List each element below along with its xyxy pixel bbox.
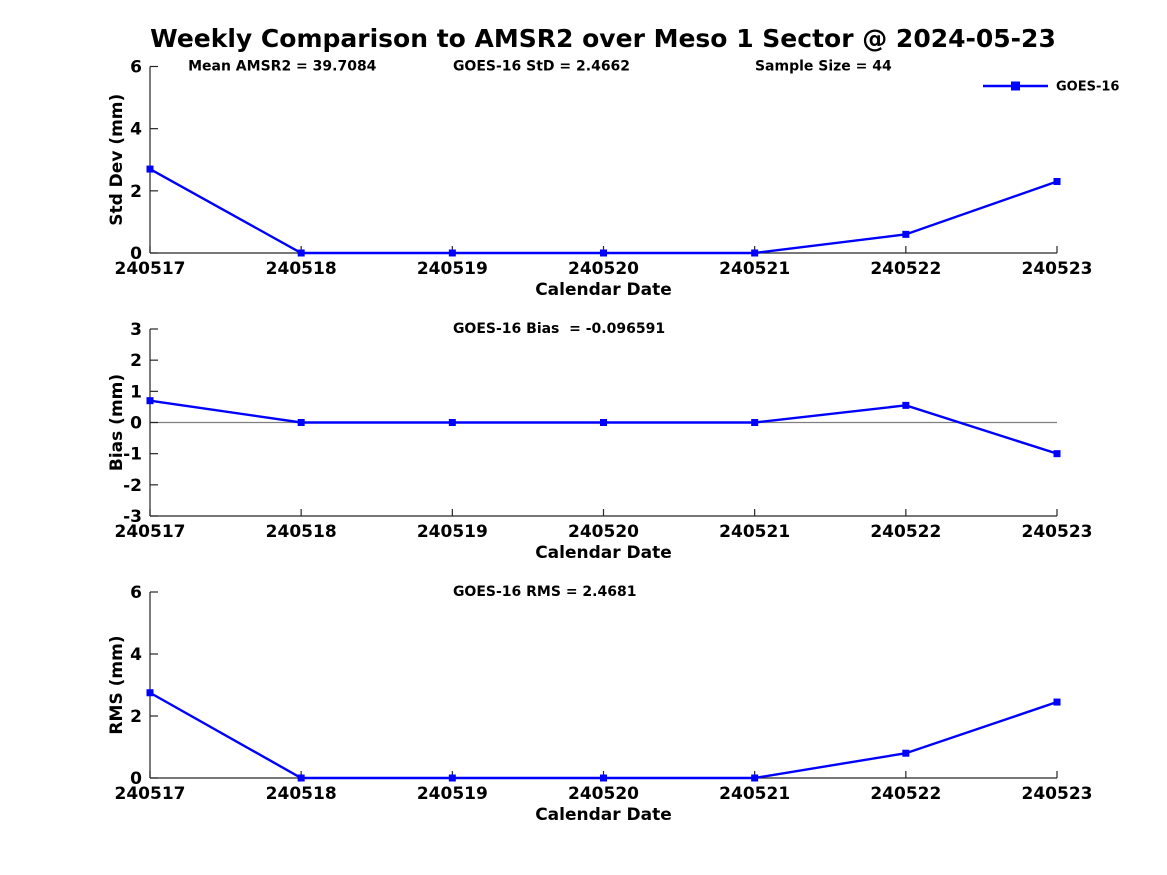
annotation: Sample Size = 44 (755, 59, 892, 75)
series-line-goes-16 (149, 691, 1058, 780)
x-tick-label: 240517 (115, 259, 186, 279)
data-point-marker (902, 749, 910, 757)
y-tick-label: 4 (130, 645, 142, 665)
annotation: GOES-16 RMS = 2.4681 (453, 584, 637, 600)
x-axis-title: Calendar Date (535, 805, 672, 825)
y-tick-label: 2 (130, 182, 142, 202)
x-tick-label: 240522 (870, 522, 941, 542)
x-tick-label: 240517 (115, 784, 186, 804)
data-point-marker (448, 774, 456, 782)
data-point-marker (1053, 178, 1061, 186)
data-point-marker (297, 249, 305, 257)
data-point-marker (297, 774, 305, 782)
y-tick-label: 0 (130, 244, 142, 264)
x-tick-label: 240520 (568, 259, 639, 279)
x-tick-label: 240523 (1022, 259, 1093, 279)
data-point-marker (751, 249, 759, 257)
subplots: 240517 240518 240519 240520 240521 240522 2405… (107, 58, 1092, 826)
x-tick-label: 240518 (266, 522, 337, 542)
data-point-marker (297, 419, 305, 426)
y-tick-label: 6 (130, 58, 142, 78)
y-tick-label: -2 (123, 476, 142, 496)
x-tick-label: 240518 (266, 259, 337, 279)
x-tick-label: 240519 (417, 784, 488, 804)
data-point-marker (600, 774, 607, 782)
data-point-marker (146, 397, 154, 405)
bias-subplot: 240517 240518 240519 240520 240521 240522 2405… (107, 320, 1092, 563)
x-tick-label: 240520 (568, 784, 639, 804)
y-tick-label: 3 (130, 320, 142, 340)
y-axis-title: Bias (mm) (107, 374, 127, 471)
y-tick-label: 2 (130, 351, 142, 371)
y-tick-label: -3 (123, 507, 142, 527)
annotation: GOES-16 StD = 2.4662 (453, 59, 630, 75)
data-point-marker (751, 774, 759, 782)
data-point-marker (902, 401, 910, 409)
x-tick-label: 240517 (115, 522, 186, 542)
y-axis-title: Std Dev (mm) (107, 94, 127, 226)
x-tick-label: 240521 (719, 784, 790, 804)
y-axis-title: RMS (mm) (107, 635, 127, 734)
data-point-marker (1053, 450, 1061, 458)
y-tick-label: 2 (130, 707, 142, 727)
y-tick-label: 6 (130, 583, 142, 603)
annotation: Mean AMSR2 = 39.7084 (188, 59, 377, 75)
y-tick-label: 0 (130, 769, 142, 789)
x-axis-title: Calendar Date (535, 543, 672, 563)
y-tick-label: 1 (130, 382, 142, 402)
x-tick-label: 240521 (719, 522, 790, 542)
series-line-goes-16 (149, 168, 1058, 255)
x-tick-label: 240518 (266, 784, 337, 804)
data-point-marker (448, 249, 456, 257)
legend-label: GOES-16 (1056, 80, 1119, 95)
data-point-marker (448, 419, 456, 426)
y-tick-label: 0 (130, 414, 142, 434)
rms-subplot: 240517 240518 240519 240520 240521 240522 2405… (107, 583, 1092, 825)
legend-marker-icon (1011, 81, 1020, 91)
x-tick-label: 240519 (417, 522, 488, 542)
x-tick-label: 240521 (719, 259, 790, 279)
y-tick-label: 4 (130, 120, 142, 140)
x-tick-label: 240523 (1022, 784, 1093, 804)
series-line-goes-16 (149, 399, 1058, 455)
std-dev-subplot: 240517 240518 240519 240520 240521 240522 2405… (107, 58, 1092, 301)
x-tick-label: 240522 (870, 259, 941, 279)
y-tick-label: -1 (123, 445, 142, 465)
x-axis-title: Calendar Date (535, 280, 672, 300)
x-tick-label: 240523 (1022, 522, 1093, 542)
data-point-marker (751, 419, 759, 426)
x-tick-label: 240520 (568, 522, 639, 542)
data-point-marker (146, 689, 154, 697)
x-tick-label: 240519 (417, 259, 488, 279)
legend: GOES-16 (983, 80, 1119, 95)
data-point-marker (600, 249, 607, 257)
chart-title: Weekly Comparison to AMSR2 over Meso 1 S… (150, 24, 1056, 53)
annotation: GOES-16 Bias = -0.096591 (453, 321, 665, 337)
data-point-marker (902, 230, 910, 238)
x-tick-label: 240522 (870, 784, 941, 804)
data-point-marker (1053, 698, 1061, 706)
data-point-marker (600, 419, 607, 426)
data-point-marker (146, 165, 154, 173)
